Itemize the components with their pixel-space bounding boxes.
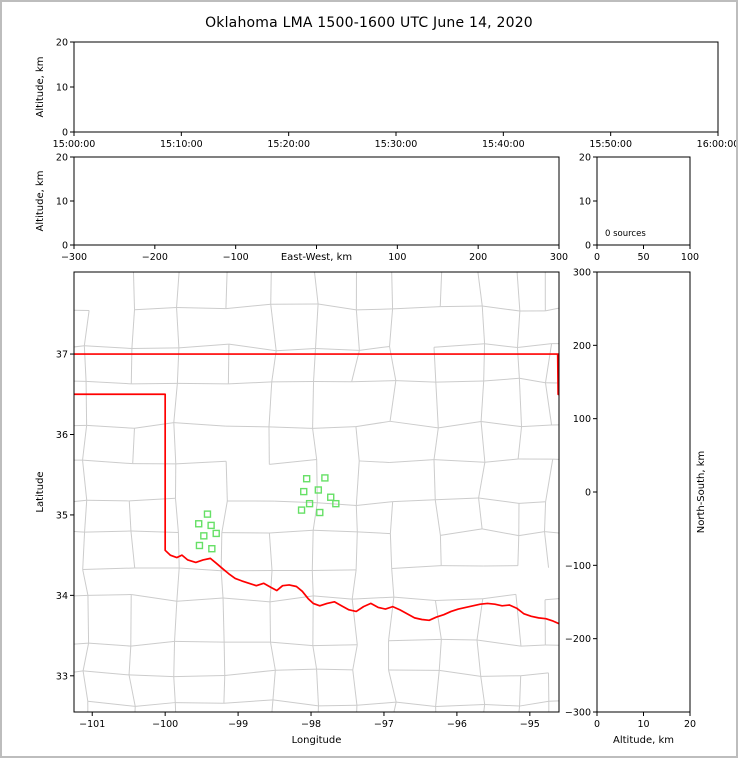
x-tick-label: −100 — [223, 252, 249, 263]
map-content — [74, 272, 559, 712]
annotation-alt_histogram: 0 sources — [605, 229, 646, 239]
x-tick-label: −200 — [142, 252, 168, 263]
y-tick-label: −100 — [565, 561, 591, 572]
y-tick-label: 100 — [573, 414, 591, 425]
x-tick-label: 100 — [681, 252, 699, 263]
station-marker — [207, 521, 215, 530]
station-marker — [305, 499, 314, 508]
ylabel-right-ns_height: North-South, km — [696, 451, 707, 534]
panel-plan_map: −101 −100 −99 −98 −97 −96 −95 33 34 35 36 37 Longitu… — [35, 271, 560, 746]
y-tick-label: 10 — [579, 197, 591, 208]
x-tick-label: −101 — [79, 719, 105, 730]
station-marker — [297, 506, 306, 514]
station-marker — [316, 508, 324, 517]
state-border — [74, 353, 559, 625]
station-marker — [332, 499, 340, 508]
panel-alt_histogram: 0 sources 0 50 100 0 10 20 — [579, 153, 699, 264]
x-tick-label: 20 — [684, 719, 696, 730]
y-tick-label: 10 — [56, 83, 68, 94]
x-tick-label: −98 — [301, 719, 321, 730]
x-tick-label: 50 — [637, 252, 649, 263]
ylabel-time_height: Altitude, km — [35, 57, 46, 118]
y-tick-label: 300 — [573, 268, 591, 279]
y-tick-label: 20 — [56, 153, 68, 164]
x-tick-label: −96 — [447, 719, 467, 730]
station-marker — [302, 475, 311, 483]
station-marker — [208, 545, 216, 553]
x-tick-label: 15:30:00 — [375, 139, 418, 150]
y-tick-label: −300 — [565, 708, 591, 719]
station-marker — [314, 486, 323, 494]
station-marker — [327, 493, 335, 501]
xlabel-ns_height: Altitude, km — [613, 735, 674, 746]
station-marker — [212, 529, 220, 538]
y-tick-label: 36 — [56, 430, 68, 441]
y-tick-label: 37 — [56, 350, 68, 361]
x-tick-label: 15:40:00 — [482, 139, 525, 150]
panel-time_height: 15:00:00 15:10:00 15:20:00 15:30:00 15:40:00… — [35, 38, 736, 151]
panel-frame — [596, 271, 691, 713]
x-tick-label: 300 — [550, 252, 568, 263]
x-tick-label: 15:00:00 — [53, 139, 96, 150]
y-tick-label: 200 — [573, 341, 591, 352]
station-marker — [195, 541, 204, 550]
x-tick-label: 15:20:00 — [267, 139, 310, 150]
y-tick-label: 0 — [585, 488, 591, 499]
panel-ns_height: 0 10 20 −300 −200 −100 0 100 200 300 Altitude, km N… — [565, 268, 707, 747]
y-tick-label: 0 — [62, 128, 68, 139]
y-tick-label: 34 — [56, 591, 68, 602]
station-markers — [195, 474, 340, 553]
ylabel-plan_map: Latitude — [35, 471, 46, 512]
x-tick-label: 10 — [637, 719, 649, 730]
x-tick-label: 0 — [594, 252, 600, 263]
x-tick-label: 15:50:00 — [589, 139, 632, 150]
x-tick-label: −100 — [152, 719, 178, 730]
station-marker — [200, 532, 208, 540]
county-lines — [74, 272, 559, 712]
x-tick-label: −97 — [374, 719, 394, 730]
x-tick-label: −300 — [61, 252, 87, 263]
xlabel-ew_height: East-West, km — [281, 252, 352, 263]
station-marker — [195, 520, 203, 528]
y-tick-label: −200 — [565, 634, 591, 645]
y-tick-label: 10 — [56, 197, 68, 208]
x-tick-label: 16:00:00 — [697, 139, 736, 150]
x-tick-label: −99 — [228, 719, 248, 730]
ylabel-ew_height: Altitude, km — [35, 171, 46, 232]
x-tick-label: −95 — [520, 719, 540, 730]
panel-frame — [73, 156, 560, 246]
y-tick-label: 20 — [56, 38, 68, 49]
panel-frame — [73, 271, 560, 713]
x-tick-label: 0 — [594, 719, 600, 730]
y-tick-label: 33 — [56, 671, 68, 682]
station-marker — [203, 510, 212, 518]
y-tick-label: 0 — [585, 241, 591, 252]
station-marker — [300, 487, 308, 496]
station-marker — [321, 474, 329, 482]
y-tick-label: 20 — [579, 153, 591, 164]
figure-title: Oklahoma LMA 1500-1600 UTC June 14, 2020 — [205, 15, 533, 31]
x-tick-label: 15:10:00 — [160, 139, 203, 150]
x-tick-label: 100 — [388, 252, 406, 263]
x-tick-label: 200 — [469, 252, 487, 263]
panel-frame — [73, 41, 719, 133]
y-tick-label: 0 — [62, 241, 68, 252]
panel-ew_height: −300 −200 −100 100 200 300 0 10 20 East-West, km A… — [35, 153, 568, 264]
xlabel-plan_map: Longitude — [292, 735, 342, 746]
y-tick-label: 35 — [56, 510, 68, 521]
